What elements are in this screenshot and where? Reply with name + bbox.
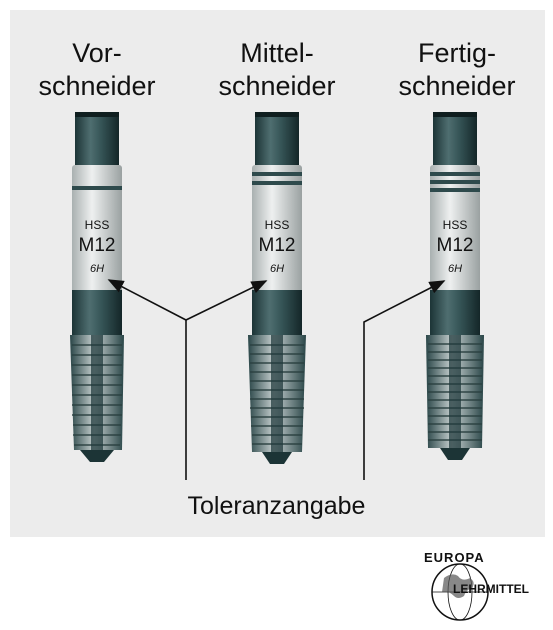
tool-1-material: HSS (85, 218, 110, 232)
tool-1-size: M12 (79, 235, 116, 256)
arrow-tool-1 (107, 279, 187, 321)
tool-1-tolerance: 6H (90, 263, 104, 275)
tool-2-tolerance: 6H (270, 263, 284, 275)
ring-mark (430, 172, 480, 176)
title-tool-1: Vor- schneider (12, 37, 182, 103)
title-tool-1-line1: Vor- (72, 38, 122, 68)
logo-top-text: EUROPA (424, 550, 485, 565)
title-tool-3: Fertig- schneider (372, 37, 542, 103)
tool-3-size: M12 (437, 235, 474, 256)
globe-icon (431, 563, 489, 621)
ring-mark (252, 172, 302, 176)
ring-mark (72, 186, 122, 190)
title-tool-3-line2: schneider (398, 71, 516, 101)
publisher-logo: EUROPA LEHRMITTEL (420, 548, 545, 624)
tool-3-material: HSS (443, 218, 468, 232)
title-tool-2: Mittel- schneider (192, 37, 362, 103)
arrow-tool-3 (363, 280, 446, 480)
title-tool-1-line2: schneider (38, 71, 156, 101)
callout-label: Toleranzangabe (187, 492, 366, 520)
tool-2-material: HSS (265, 218, 290, 232)
tap-tool-3 (426, 112, 484, 460)
logo-bottom-text: LEHRMITTEL (453, 582, 529, 596)
tap-tool-2 (248, 112, 306, 464)
tool-2-size: M12 (259, 235, 296, 256)
arrow-tool-2 (185, 280, 268, 321)
ring-mark (430, 180, 480, 184)
ring-mark (430, 188, 480, 192)
title-tool-2-line2: schneider (218, 71, 336, 101)
title-tool-2-line1: Mittel- (240, 38, 314, 68)
ring-mark (252, 181, 302, 185)
title-tool-3-line1: Fertig- (417, 38, 496, 68)
tool-3-tolerance: 6H (448, 263, 462, 275)
tap-tool-1 (70, 112, 124, 462)
callout-arrows (107, 279, 446, 480)
